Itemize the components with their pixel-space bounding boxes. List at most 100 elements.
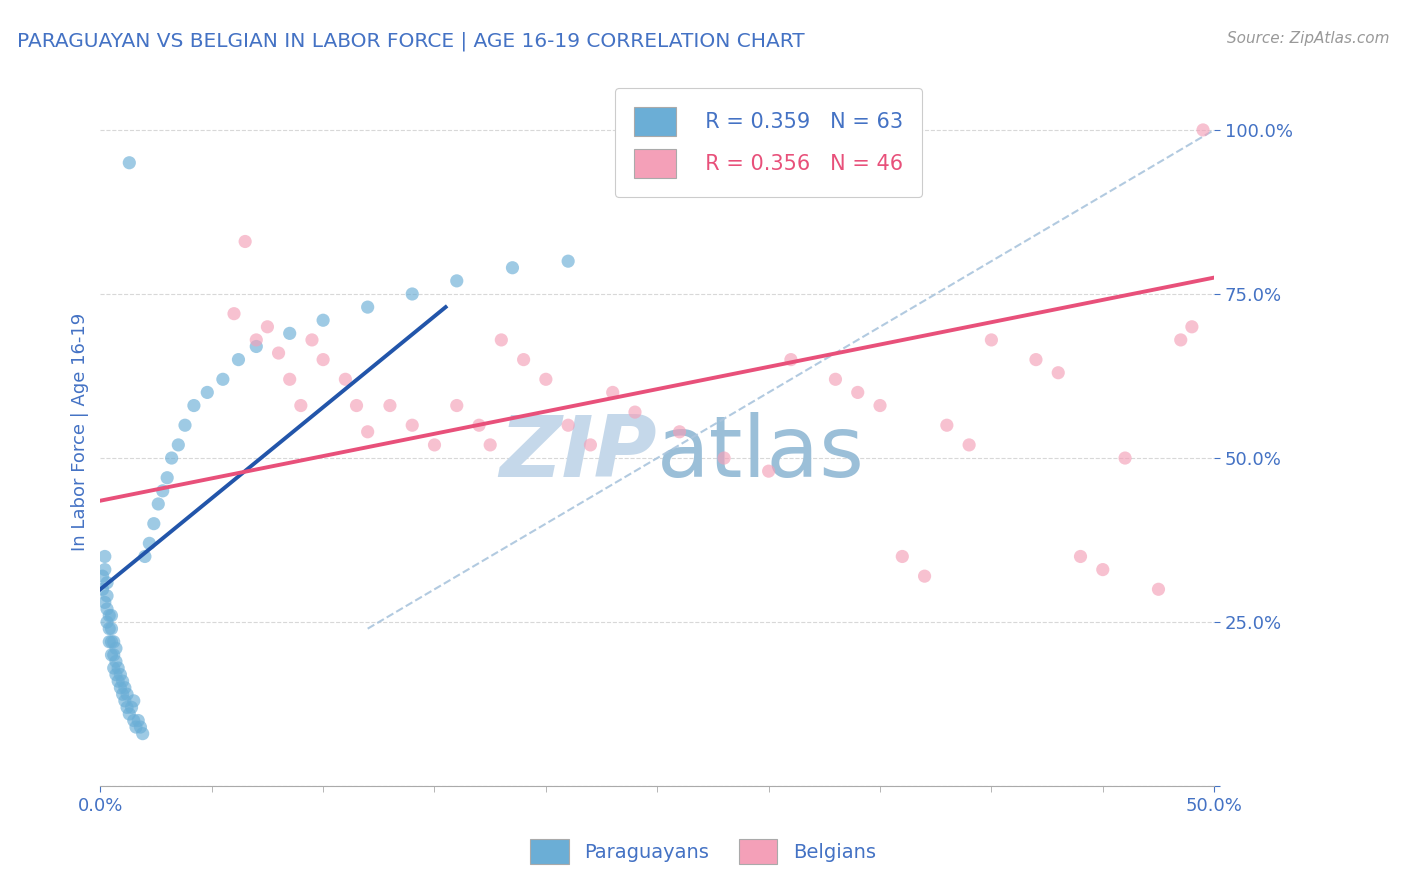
Point: [125, 720, 148, 734]
Point: [534, 372, 557, 386]
Point: [115, 700, 138, 714]
Point: [104, 655, 127, 669]
Point: [1047, 366, 1070, 380]
Point: [121, 700, 143, 714]
Point: [980, 333, 1002, 347]
Point: [134, 549, 156, 564]
Point: [891, 549, 914, 564]
Point: [1069, 549, 1091, 564]
Point: [1147, 582, 1170, 597]
Point: [256, 319, 278, 334]
Point: [100, 622, 122, 636]
Point: [312, 352, 335, 367]
Point: [479, 438, 502, 452]
Point: [1192, 123, 1215, 137]
Point: [156, 471, 179, 485]
Point: [107, 674, 129, 689]
Point: [423, 438, 446, 452]
Point: [378, 399, 401, 413]
Point: [118, 155, 141, 169]
Text: ZIP: ZIP: [499, 411, 657, 494]
Text: PARAGUAYAN VS BELGIAN IN LABOR FORCE | AGE 16-19 CORRELATION CHART: PARAGUAYAN VS BELGIAN IN LABOR FORCE | A…: [17, 31, 804, 51]
Point: [557, 418, 579, 433]
Point: [356, 300, 378, 314]
Point: [152, 483, 174, 498]
Point: [122, 694, 145, 708]
Point: [122, 714, 145, 728]
Point: [160, 450, 183, 465]
Text: Source: ZipAtlas.com: Source: ZipAtlas.com: [1226, 31, 1389, 46]
Point: [245, 333, 267, 347]
Point: [668, 425, 690, 439]
Point: [100, 648, 122, 662]
Point: [624, 405, 647, 419]
Point: [212, 372, 235, 386]
Point: [103, 648, 125, 662]
Point: [1170, 333, 1192, 347]
Point: [579, 438, 602, 452]
Point: [98, 634, 121, 648]
Point: [91, 569, 114, 583]
Legend:   R = 0.359   N = 63,   R = 0.356   N = 46: R = 0.359 N = 63, R = 0.356 N = 46: [616, 87, 922, 197]
Point: [312, 313, 335, 327]
Point: [301, 333, 323, 347]
Point: [222, 307, 245, 321]
Point: [356, 425, 378, 439]
Point: [557, 254, 579, 268]
Point: [138, 536, 160, 550]
Point: [96, 615, 118, 629]
Point: [96, 575, 118, 590]
Y-axis label: In Labor Force | Age 16-19: In Labor Force | Age 16-19: [72, 313, 89, 551]
Point: [278, 372, 301, 386]
Point: [98, 622, 121, 636]
Point: [148, 497, 170, 511]
Point: [131, 726, 153, 740]
Point: [103, 661, 125, 675]
Point: [100, 634, 122, 648]
Point: [183, 399, 205, 413]
Point: [957, 438, 980, 452]
Point: [267, 346, 290, 360]
Point: [401, 287, 423, 301]
Point: [114, 681, 136, 695]
Point: [1025, 352, 1047, 367]
Point: [195, 385, 218, 400]
Point: [758, 155, 780, 169]
Point: [512, 352, 534, 367]
Point: [111, 674, 134, 689]
Point: [167, 438, 190, 452]
Point: [278, 326, 301, 341]
Point: [174, 418, 197, 433]
Point: [290, 399, 312, 413]
Point: [824, 372, 846, 386]
Point: [233, 235, 256, 249]
Point: [94, 595, 117, 609]
Point: [115, 687, 138, 701]
Point: [1181, 319, 1204, 334]
Legend: Paraguayans, Belgians: Paraguayans, Belgians: [520, 829, 886, 873]
Point: [94, 563, 117, 577]
Point: [98, 608, 121, 623]
Point: [142, 516, 165, 531]
Point: [491, 333, 513, 347]
Point: [335, 372, 357, 386]
Point: [401, 418, 423, 433]
Point: [118, 706, 141, 721]
Point: [602, 385, 624, 400]
Point: [935, 418, 957, 433]
Point: [114, 694, 136, 708]
Point: [103, 634, 125, 648]
Point: [96, 602, 118, 616]
Point: [869, 399, 891, 413]
Point: [346, 399, 368, 413]
Point: [104, 641, 127, 656]
Point: [446, 274, 468, 288]
Point: [111, 687, 134, 701]
Point: [110, 667, 132, 681]
Point: [96, 589, 118, 603]
Point: [501, 260, 523, 275]
Point: [758, 464, 780, 478]
Point: [846, 385, 869, 400]
Point: [129, 720, 152, 734]
Point: [110, 681, 132, 695]
